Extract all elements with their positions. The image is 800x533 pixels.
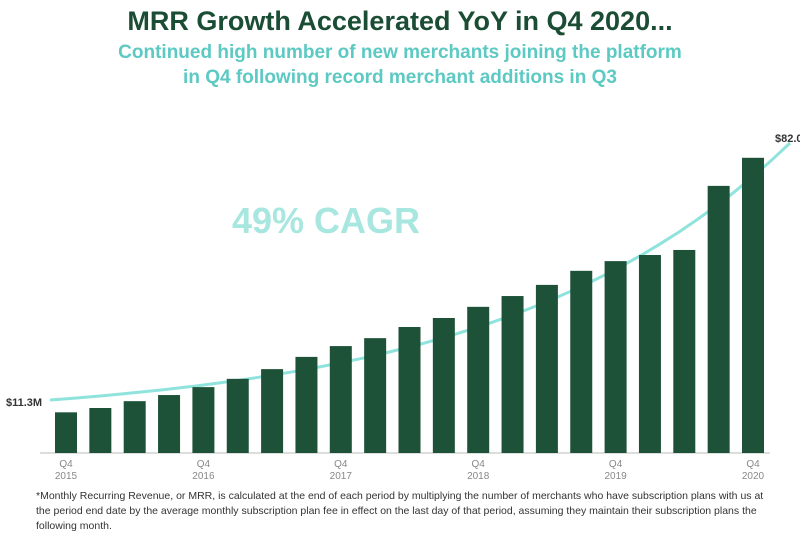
x-tick-label: Q4 2015 bbox=[54, 459, 78, 482]
bar bbox=[501, 296, 524, 453]
bar bbox=[638, 255, 661, 453]
value-label: $82.0M bbox=[775, 133, 800, 145]
bar bbox=[192, 387, 215, 453]
bar bbox=[329, 346, 352, 453]
footnote: *Monthly Recurring Revenue, or MRR, is c… bbox=[36, 490, 764, 532]
chart-title: MRR Growth Accelerated YoY in Q4 2020... bbox=[127, 6, 673, 36]
annotation: 49% CAGR bbox=[232, 200, 421, 241]
x-tick-label: Q4 2019 bbox=[604, 459, 627, 482]
x-tick-label: Q4 2018 bbox=[467, 459, 490, 482]
bar bbox=[570, 270, 593, 453]
bar bbox=[226, 378, 249, 453]
subtitle: in Q4 following record merchant addition… bbox=[183, 67, 617, 88]
subtitle: Continued high number of new merchants j… bbox=[118, 42, 682, 63]
bar bbox=[295, 356, 318, 453]
value-label: $11.3M bbox=[6, 397, 42, 409]
x-tick-label: Q4 2016 bbox=[192, 459, 215, 482]
bar bbox=[398, 327, 421, 453]
bar bbox=[123, 401, 146, 453]
x-tick-label: Q4 2020 bbox=[741, 459, 765, 482]
bar bbox=[89, 408, 112, 453]
bar bbox=[604, 261, 627, 453]
bar bbox=[467, 306, 490, 453]
x-tick-label: Q4 2017 bbox=[329, 459, 352, 482]
bar bbox=[261, 369, 284, 453]
bar bbox=[742, 157, 764, 454]
bar bbox=[673, 249, 696, 453]
bar bbox=[364, 338, 387, 453]
bar bbox=[535, 284, 558, 453]
bar bbox=[432, 318, 455, 453]
bar bbox=[158, 395, 181, 453]
bar bbox=[707, 185, 730, 453]
bar bbox=[55, 412, 77, 453]
